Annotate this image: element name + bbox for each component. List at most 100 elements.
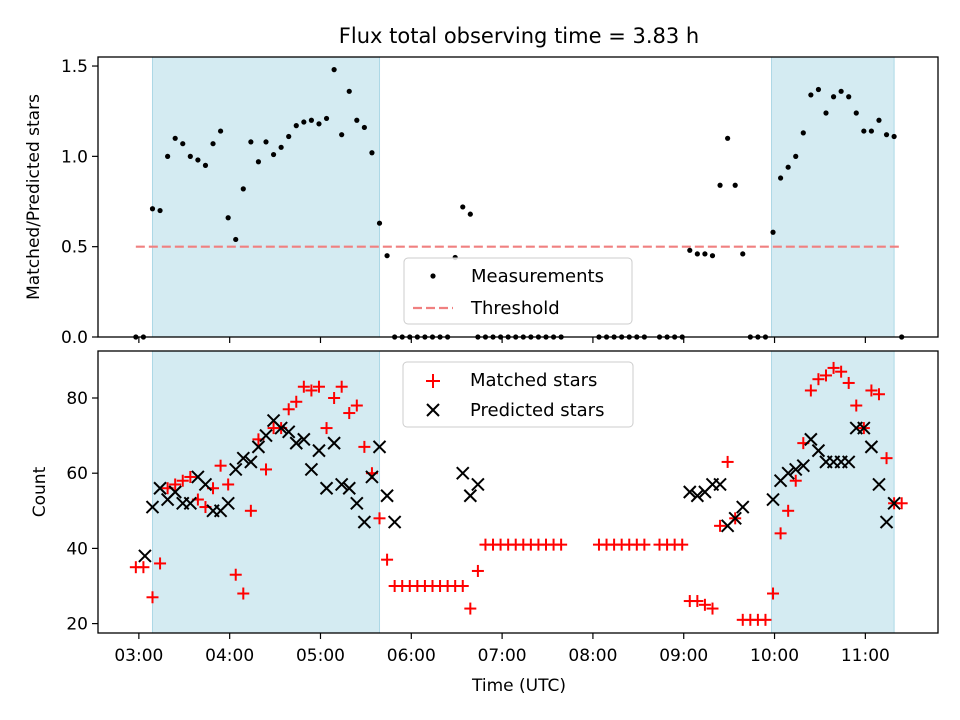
x-tick-label: 08:00 [568,646,617,666]
top-shaded-regions [151,56,895,338]
measurement-point [301,119,307,125]
matched-stars-point [759,613,772,626]
matched-stars-point [789,474,802,487]
predicted-stars-point [387,515,402,529]
x-tick-label: 11:00 [841,646,890,666]
measurement-point [785,164,791,170]
predicted-stars-point [804,432,818,447]
bottom-plot-frame [97,350,939,634]
measurement-point [868,128,875,134]
matched-stars-point [335,380,348,393]
predicted-stars-point [879,515,894,529]
matched-stars-point [381,553,394,566]
matched-stars-point [842,376,855,389]
matched-stars-point [774,527,787,540]
measurements-legend-label: Measurements [471,266,604,287]
y-tick-label: 20 [66,615,88,635]
x-tick-label: 05:00 [296,646,345,666]
measurement-point [830,94,837,100]
matched-stars-point [343,407,356,420]
predicted-stars-point [471,477,485,492]
top-legend: Measurements Threshold [403,257,633,325]
x-tick-label: 03:00 [114,646,163,666]
predicted-stars-point [463,489,478,503]
matched-stars-point [812,373,825,386]
predicted-stars-point [766,492,780,507]
predicted-stars-point [183,496,198,510]
x-tick-label: 07:00 [478,646,527,666]
predicted-stars-point [857,421,871,435]
predicted-stars-point [887,496,901,510]
y-tick-label: 1.5 [61,57,88,77]
matched-stars-point [782,504,795,517]
measurement-point [316,121,322,127]
matched-stars-point [137,561,150,574]
measurement-point [740,251,746,257]
predicted-stars-point [145,500,160,514]
measurement-point [225,215,231,221]
predicted-stars-legend-label: Predicted stars [470,400,604,421]
predicted-stars-point [221,496,235,510]
bottom-x-ticks: 03:00 04:00 05:00 06:00 07:00 08:00 09:00 10:00… [114,633,890,666]
matched-stars-point [320,422,333,435]
matched-stars-point [471,564,484,577]
measurement-point [255,159,262,165]
x-tick-label: 04:00 [205,646,254,666]
measurement-point [687,247,693,253]
bottom-legend-box [402,361,634,428]
matched-stars-point [676,538,689,551]
matched-stars-point [154,557,167,570]
measurement-point [823,110,829,116]
matched-stars-point [880,452,893,465]
measurement-point [195,157,201,163]
predicted-stars-point [736,500,750,514]
predicted-stars-point [304,462,319,477]
predicted-stars-point [357,515,372,529]
matched-stars-point [555,538,568,551]
matched-stars-point [872,388,885,401]
predicted-stars-point [334,477,349,492]
measurement-point [467,211,473,217]
predicted-stars-point [796,458,811,473]
predicted-stars-point [728,511,742,526]
measurement-point [286,133,292,140]
matched-stars-point [146,591,159,604]
measurement-point [210,141,216,147]
predicted-stars-point [713,477,727,492]
matched-stars-legend-marker [426,374,440,388]
predicted-stars-point [297,432,311,447]
measurement-point [308,117,315,123]
predicted-stars-point [319,481,334,495]
matched-stars-point [865,384,878,397]
top-legend-box [403,257,633,325]
measurement-point [354,117,360,123]
measurement-point [248,139,254,145]
measurement-point [339,132,345,138]
predicted-stars-point [274,421,288,435]
measurement-point [376,220,383,226]
measurement-point [270,151,277,158]
measurement-point [263,139,269,145]
measurement-point [369,150,375,156]
measurement-point [891,133,897,140]
measurement-point [838,88,844,94]
measurement-point [460,204,466,210]
matched-stars-point [456,580,469,592]
measurement-point [157,207,163,214]
shaded-interval-1 [151,56,381,338]
matched-stars-point [176,474,189,487]
matched-stars-point [214,459,227,472]
matched-stars-point [767,587,780,600]
measurement-point [202,162,209,168]
matched-stars-point [804,384,817,397]
top-y-axis-label: Matched/Predicted stars [24,94,44,300]
x-tick-label: 09:00 [659,646,708,666]
predicted-stars-points [138,413,901,563]
measurement-point [861,128,867,134]
predicted-stars-point [259,428,273,443]
x-tick-label: 06:00 [387,646,436,666]
top-panel: 0.0 0.5 1.0 1.5 Matched/Predicted stars Mea… [24,56,939,348]
top-plot-frame [97,56,939,338]
predicted-stars-point [350,496,364,510]
